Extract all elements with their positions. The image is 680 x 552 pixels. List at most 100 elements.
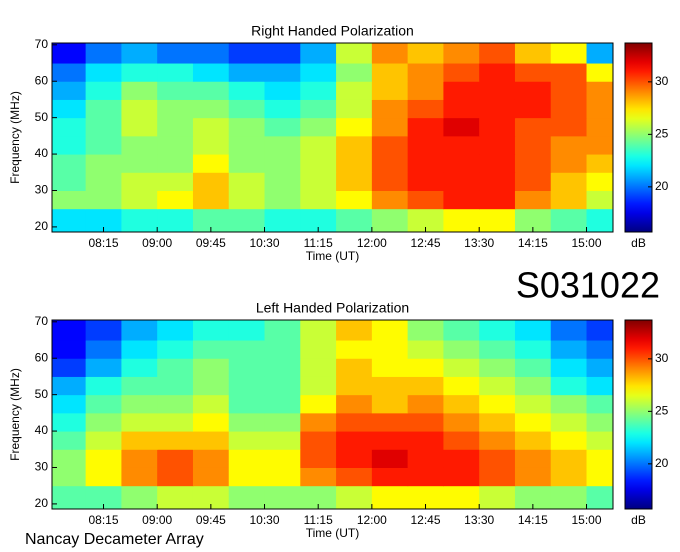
heatmap-cell [443,190,480,210]
heatmap-cell [371,431,409,450]
colorbar-tick-label: 25 [655,127,669,141]
heatmap-cell [192,467,230,487]
heatmap-cell [228,208,266,233]
chart-title: Left Handed Polarization [256,300,409,316]
heatmap-cell [52,99,87,119]
heatmap-cell [443,81,480,100]
heatmap-cell [121,190,158,210]
heatmap-cell [479,340,516,359]
heatmap-cell [443,431,480,450]
heatmap-cell [550,467,588,487]
x-tick-label: 15:00 [572,513,602,527]
heatmap-cell [586,376,614,396]
heatmap-cell [264,117,301,137]
heatmap-cell [52,81,87,100]
heatmap-cell [157,376,194,396]
heatmap-cell [228,412,266,432]
heatmap-cell [264,412,301,432]
y-tick-label: 60 [35,350,49,364]
heatmap-cell [300,43,337,64]
heatmap-cell [443,449,480,468]
heatmap-cell [407,412,444,432]
heatmap-cell [407,376,444,396]
x-axis-label: Time (UT) [306,526,360,540]
heatmap-cell [52,172,87,191]
heatmap-cell [407,358,444,377]
heatmap-cell [121,81,158,100]
heatmap-cell [479,358,516,377]
heatmap-cell [443,485,480,510]
heatmap-cell [228,43,266,64]
heatmap-cell [192,320,230,341]
heatmap-cell [336,135,373,155]
heatmap-cell [586,449,614,468]
heatmap-cell [157,190,194,210]
heatmap-cell [550,449,588,468]
heatmap-cell [586,154,614,173]
heatmap-cell [157,172,194,191]
heatmap-cell [192,43,230,64]
heatmap-cell [514,485,552,510]
heatmap-cell [192,358,230,377]
heatmap-cell [336,358,373,377]
observation-id: S031022 [516,265,660,306]
heatmap-cell [514,63,552,82]
heatmap-cell [479,449,516,468]
heatmap-cell [85,190,122,210]
heatmap-cell [52,190,87,210]
heatmap-cell [121,172,158,191]
heatmap-cell [157,449,194,468]
heatmap-cell [300,467,337,487]
heatmap-cell [371,190,409,210]
heatmap-cell [157,394,194,414]
heatmap-cell [228,135,266,155]
heatmap-cell [228,467,266,487]
heatmap-cell [586,63,614,82]
heatmap-cell [550,340,588,359]
heatmap-cell [407,467,444,487]
heatmap-cell [264,190,301,210]
observatory-label: Nancay Decameter Array [25,531,204,548]
heatmap-cell [157,63,194,82]
heatmap-cell [407,485,444,510]
heatmap-cell [479,81,516,100]
y-tick-label: 20 [35,219,49,233]
heatmap-cell [371,81,409,100]
x-axis-label: Time (UT) [306,249,360,263]
heatmap-cell [264,320,301,341]
heatmap-cell [443,117,480,137]
heatmap-cell [514,467,552,487]
heatmap-cell [514,208,552,233]
heatmap-cell [479,99,516,119]
y-tick-label: 40 [35,146,49,160]
colorbar-tick-label: 20 [655,456,669,470]
heatmap-cell [121,467,158,487]
heatmap-cell [121,394,158,414]
heatmap-cell [121,449,158,468]
heatmap-cell [550,190,588,210]
heatmap-cell [443,340,480,359]
heatmap-cell [85,431,122,450]
heatmap-cell [586,320,614,341]
heatmap-cell [228,99,266,119]
x-tick-label: 10:30 [250,236,280,250]
heatmap-cell [121,485,158,510]
heatmap-cell [264,208,301,233]
heatmap-cell [52,449,87,468]
heatmap-cell [336,340,373,359]
heatmap-cell [52,376,87,396]
heatmap-cell [228,376,266,396]
heatmap-cell [121,43,158,64]
heatmap-cell [192,63,230,82]
heatmap-cell [192,99,230,119]
heatmap-cell [514,81,552,100]
heatmap-cell [192,190,230,210]
heatmap-cell [479,135,516,155]
heatmap-cell [371,208,409,233]
heatmap-cell [192,117,230,137]
heatmap-cell [443,99,480,119]
heatmap-cell [479,394,516,414]
heatmap-cell [443,63,480,82]
x-tick-label: 11:15 [304,513,333,527]
heatmap-cell [85,43,122,64]
